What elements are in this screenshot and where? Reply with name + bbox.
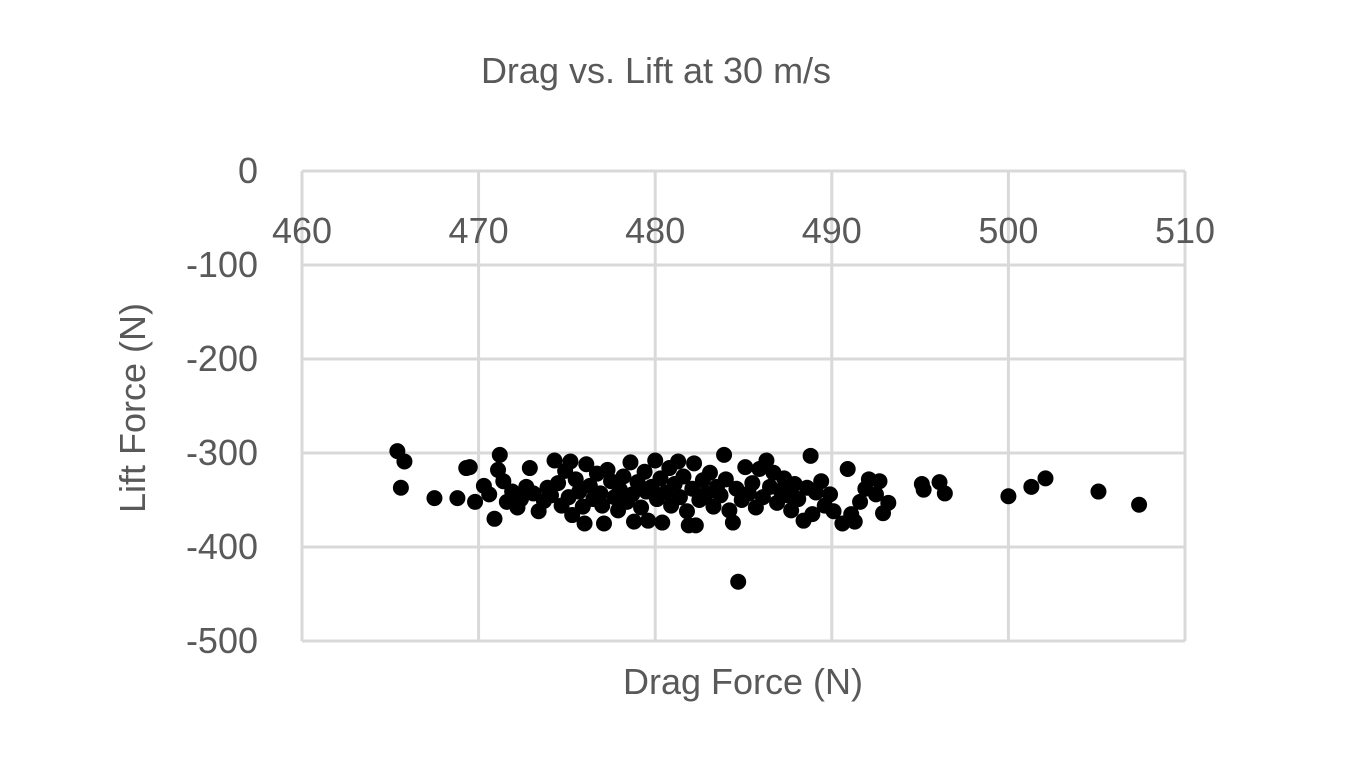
data-point — [701, 464, 718, 481]
data-point — [521, 460, 538, 477]
x-tick-label: 460 — [272, 210, 332, 251]
data-point — [786, 476, 803, 493]
data-point — [915, 481, 932, 498]
data-point — [592, 485, 609, 502]
y-tick-label: 0 — [238, 150, 258, 191]
data-point — [839, 460, 856, 477]
y-axis-ticks: 0 -100 -200 -300 -400 -500 — [186, 150, 258, 661]
data-point — [567, 471, 584, 488]
data-point — [392, 479, 409, 496]
data-point — [737, 459, 754, 476]
data-point — [491, 446, 508, 463]
data-point — [486, 510, 503, 527]
chart-title: Drag vs. Lift at 30 m/s — [481, 50, 831, 91]
data-point — [615, 468, 632, 485]
data-point — [675, 468, 692, 485]
data-point — [716, 446, 733, 463]
x-tick-label: 500 — [978, 210, 1038, 251]
data-point — [624, 486, 641, 503]
data-point — [1023, 478, 1040, 495]
data-point — [804, 506, 821, 523]
x-tick-label: 510 — [1155, 210, 1215, 251]
data-point — [1037, 470, 1054, 487]
x-axis-label: Drag Force (N) — [623, 661, 863, 702]
data-point — [686, 455, 703, 472]
x-tick-label: 470 — [449, 210, 509, 251]
data-point — [712, 487, 729, 504]
data-point — [594, 497, 611, 514]
data-point — [461, 459, 478, 476]
data-point — [640, 512, 657, 529]
y-tick-label: -200 — [186, 338, 258, 379]
data-point — [622, 454, 639, 471]
data-point — [633, 499, 650, 516]
data-point — [825, 503, 842, 520]
data-point — [822, 486, 839, 503]
data-point — [790, 491, 807, 508]
data-point — [852, 493, 869, 510]
y-tick-label: -500 — [186, 620, 258, 661]
data-point — [1090, 483, 1107, 500]
data-point — [562, 453, 579, 470]
y-axis-label: Lift Force (N) — [112, 303, 153, 513]
data-point — [636, 463, 653, 480]
data-point — [880, 494, 897, 511]
data-point — [481, 486, 498, 503]
data-point — [936, 485, 953, 502]
y-tick-label: -100 — [186, 244, 258, 285]
data-point — [678, 503, 695, 520]
data-point — [546, 452, 563, 469]
data-point — [467, 493, 484, 510]
data-point — [724, 514, 741, 531]
data-point — [595, 515, 612, 532]
data-point — [758, 452, 775, 469]
data-points — [389, 443, 1148, 590]
data-point — [846, 513, 863, 530]
data-point — [543, 487, 560, 504]
x-tick-label: 480 — [625, 210, 685, 251]
y-tick-label: -300 — [186, 432, 258, 473]
data-point — [626, 513, 643, 530]
data-point — [512, 491, 529, 508]
data-point — [670, 453, 687, 470]
data-point — [717, 471, 734, 488]
data-point — [671, 489, 688, 506]
data-point — [871, 473, 888, 490]
data-point — [730, 573, 747, 590]
data-point — [1131, 496, 1148, 513]
data-point — [578, 456, 595, 473]
data-point — [449, 490, 466, 507]
data-point — [654, 514, 671, 531]
data-point — [550, 475, 567, 492]
data-point — [576, 515, 593, 532]
grid-lines — [300, 169, 1187, 643]
data-point — [813, 473, 830, 490]
data-point — [396, 453, 413, 470]
data-point — [721, 502, 738, 519]
x-axis-ticks: 460 470 480 490 500 510 — [272, 210, 1215, 251]
data-point — [744, 475, 761, 492]
data-point — [611, 481, 628, 498]
data-point — [687, 517, 704, 534]
data-point — [426, 490, 443, 507]
data-point — [867, 486, 884, 503]
x-tick-label: 490 — [802, 210, 862, 251]
data-point — [1000, 488, 1017, 505]
data-point — [802, 447, 819, 464]
y-tick-label: -400 — [186, 526, 258, 567]
data-point — [647, 452, 664, 469]
